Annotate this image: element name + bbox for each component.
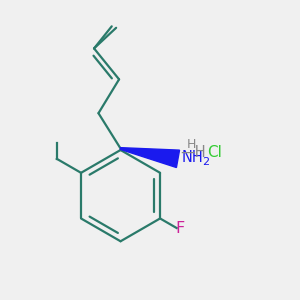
Polygon shape <box>120 148 179 167</box>
Text: Cl: Cl <box>207 146 222 160</box>
Text: F: F <box>175 220 184 236</box>
Text: NH: NH <box>182 150 203 165</box>
Text: H: H <box>187 138 196 151</box>
Text: —H: —H <box>180 146 206 160</box>
Text: 2: 2 <box>202 157 209 167</box>
